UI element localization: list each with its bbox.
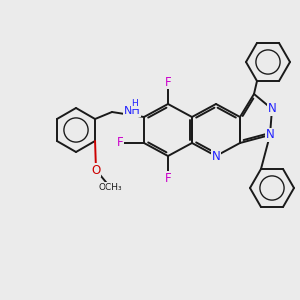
Text: F: F — [165, 172, 171, 184]
Text: N: N — [268, 103, 276, 116]
Text: N: N — [266, 128, 274, 142]
Text: O: O — [92, 164, 100, 176]
Text: F: F — [165, 76, 171, 88]
Text: N: N — [212, 149, 220, 163]
Text: F: F — [117, 136, 123, 149]
Text: NH: NH — [124, 106, 140, 116]
Text: OCH₃: OCH₃ — [98, 182, 122, 191]
Text: H: H — [132, 100, 138, 109]
